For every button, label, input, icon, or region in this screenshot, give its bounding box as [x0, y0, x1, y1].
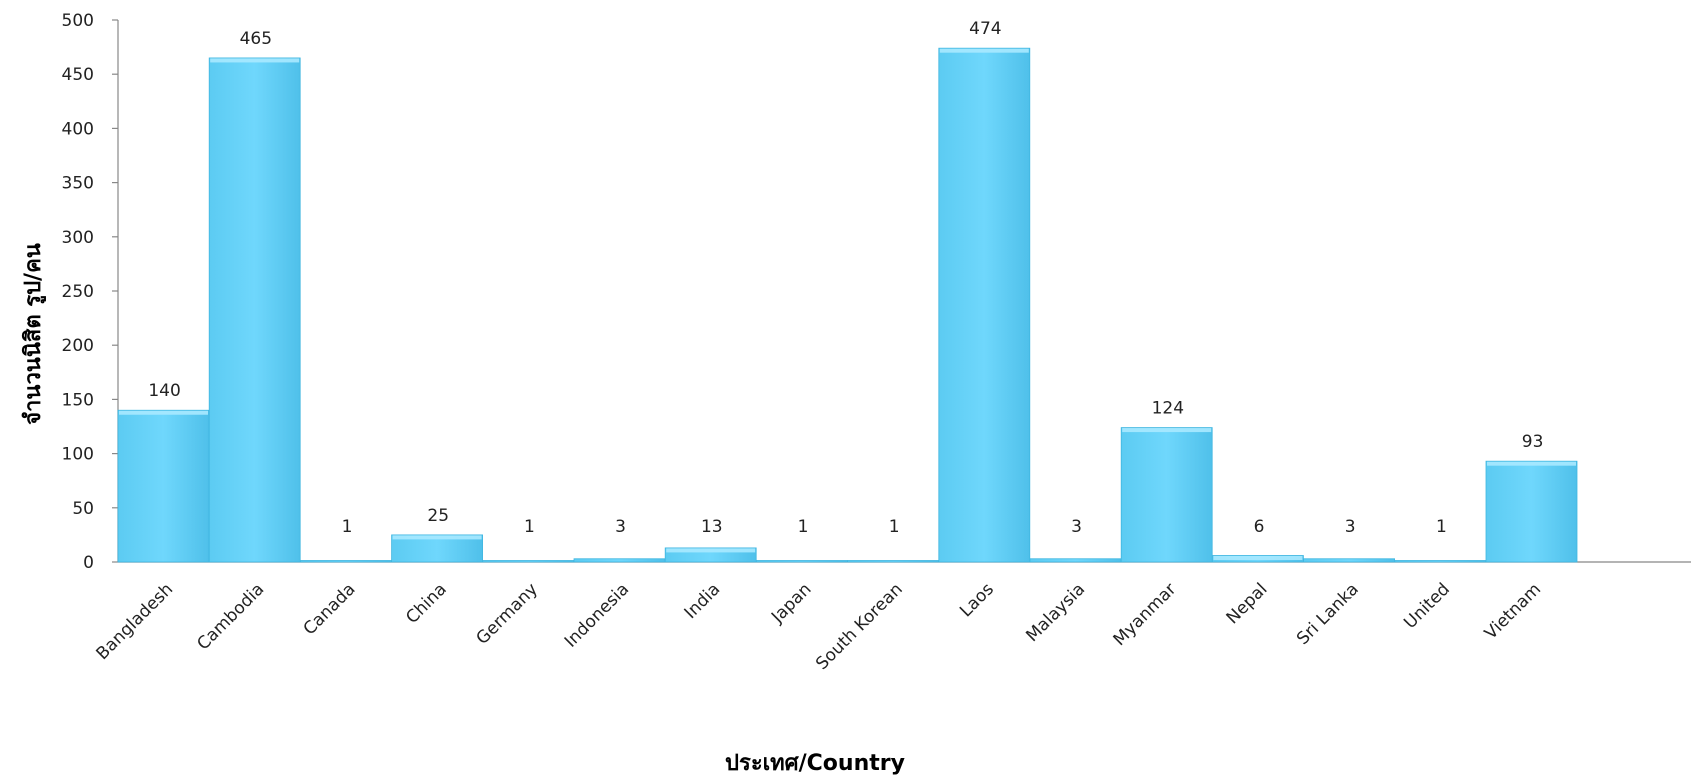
bar-highlight-nepal: [1213, 555, 1303, 560]
category-label-united: United: [1400, 579, 1454, 633]
y-tick-label-350: 350: [62, 174, 94, 194]
category-label-china: China: [402, 579, 450, 627]
y-tick-label-400: 400: [62, 119, 94, 139]
data-label-vietnam: 93: [1522, 432, 1544, 452]
bar-myanmar: [1120, 427, 1213, 563]
bar-highlight-myanmar: [1122, 428, 1212, 433]
data-label-japan: 1: [798, 517, 809, 537]
data-label-indonesia: 3: [615, 517, 626, 537]
category-label-sri-lanka: Sri Lanka: [1293, 579, 1363, 649]
category-label-south-korean: South Korean: [812, 579, 907, 674]
y-tick-label-450: 450: [62, 65, 94, 85]
category-label-germany: Germany: [473, 579, 542, 648]
category-label-cambodia: Cambodia: [193, 579, 268, 654]
data-label-nepal: 6: [1254, 517, 1265, 537]
bar-body-laos: [938, 47, 1031, 563]
bar-cambodia: [208, 57, 301, 563]
bar-indonesia: [573, 558, 666, 563]
bar-body-germany: [482, 560, 575, 563]
y-tick-label-250: 250: [62, 282, 94, 302]
data-label-sri-lanka: 3: [1345, 517, 1356, 537]
data-label-cambodia: 465: [240, 29, 272, 49]
category-label-india: India: [681, 579, 725, 623]
category-label-malaysia: Malaysia: [1022, 579, 1089, 646]
data-label-south-korean: 1: [889, 517, 900, 537]
category-label-vietnam: Vietnam: [1481, 579, 1545, 643]
bar-body-china: [391, 534, 484, 563]
category-label-myanmar: Myanmar: [1110, 579, 1181, 650]
bar-china: [391, 534, 484, 563]
bar-india: [664, 547, 757, 563]
category-label-nepal: Nepal: [1223, 579, 1272, 628]
data-label-india: 13: [701, 517, 723, 537]
data-label-china: 25: [427, 506, 449, 526]
bar-body-bangladesh: [117, 409, 210, 563]
bar-highlight-cambodia: [210, 58, 300, 63]
bar-body-malaysia: [1029, 558, 1122, 563]
bar-laos: [938, 47, 1031, 563]
bar-body-indonesia: [573, 558, 666, 563]
bar-body-myanmar: [1120, 427, 1213, 563]
y-tick-label-150: 150: [62, 390, 94, 410]
y-tick-label-300: 300: [62, 228, 94, 248]
category-label-laos: Laos: [956, 579, 998, 621]
data-label-canada: 1: [342, 517, 353, 537]
bar-vietnam: [1485, 460, 1578, 563]
y-axis-title: จำนวนนิสิต รูป/คน: [21, 243, 47, 425]
category-label-bangladesh: Bangladesh: [93, 579, 178, 664]
bar-south-korean: [847, 560, 939, 563]
category-label-canada: Canada: [300, 579, 360, 639]
bar-japan: [756, 560, 848, 563]
category-label-japan: Japan: [767, 579, 815, 627]
bars: [117, 47, 1578, 563]
category-label-indonesia: Indonesia: [561, 579, 633, 651]
bar-germany: [482, 560, 575, 563]
bar-nepal: [1212, 555, 1304, 563]
bar-bangladesh: [117, 409, 210, 563]
bar-highlight-india: [666, 548, 756, 553]
data-label-malaysia: 3: [1071, 517, 1082, 537]
y-tick-label-500: 500: [62, 11, 94, 31]
bar-malaysia: [1029, 558, 1122, 563]
y-tick-label-200: 200: [62, 336, 94, 356]
bar-body-canada: [299, 560, 392, 563]
category-labels: Bangladesh Cambodia Canada China Germany Indo…: [93, 579, 1546, 674]
y-axis: 0 50 100 150 200 250 300 350 400 450 500: [62, 11, 119, 573]
data-label-laos: 474: [969, 19, 1001, 39]
bar-body-south-korean: [847, 560, 939, 563]
bar-body-vietnam: [1485, 460, 1578, 563]
y-tick-label-100: 100: [62, 445, 94, 465]
y-tick-label-50: 50: [72, 499, 94, 519]
y-tick-label-0: 0: [83, 553, 94, 573]
bar-highlight-bangladesh: [119, 410, 208, 415]
data-label-bangladesh: 140: [148, 381, 180, 401]
bar-highlight-laos: [939, 48, 1029, 53]
data-label-myanmar: 124: [1152, 399, 1184, 419]
bar-highlight-china: [392, 535, 482, 540]
bar-body-united: [1394, 560, 1487, 563]
bar-highlight-vietnam: [1487, 461, 1576, 466]
bar-canada: [299, 560, 392, 563]
data-label-germany: 1: [524, 517, 535, 537]
bar-body-sri-lanka: [1303, 558, 1395, 563]
bar-body-japan: [756, 560, 848, 563]
bar-body-cambodia: [208, 57, 301, 563]
bar-sri-lanka: [1303, 558, 1395, 563]
x-axis-title: ประเทศ/Country: [725, 751, 905, 776]
bar-united: [1394, 560, 1487, 563]
data-label-united: 1: [1436, 517, 1447, 537]
